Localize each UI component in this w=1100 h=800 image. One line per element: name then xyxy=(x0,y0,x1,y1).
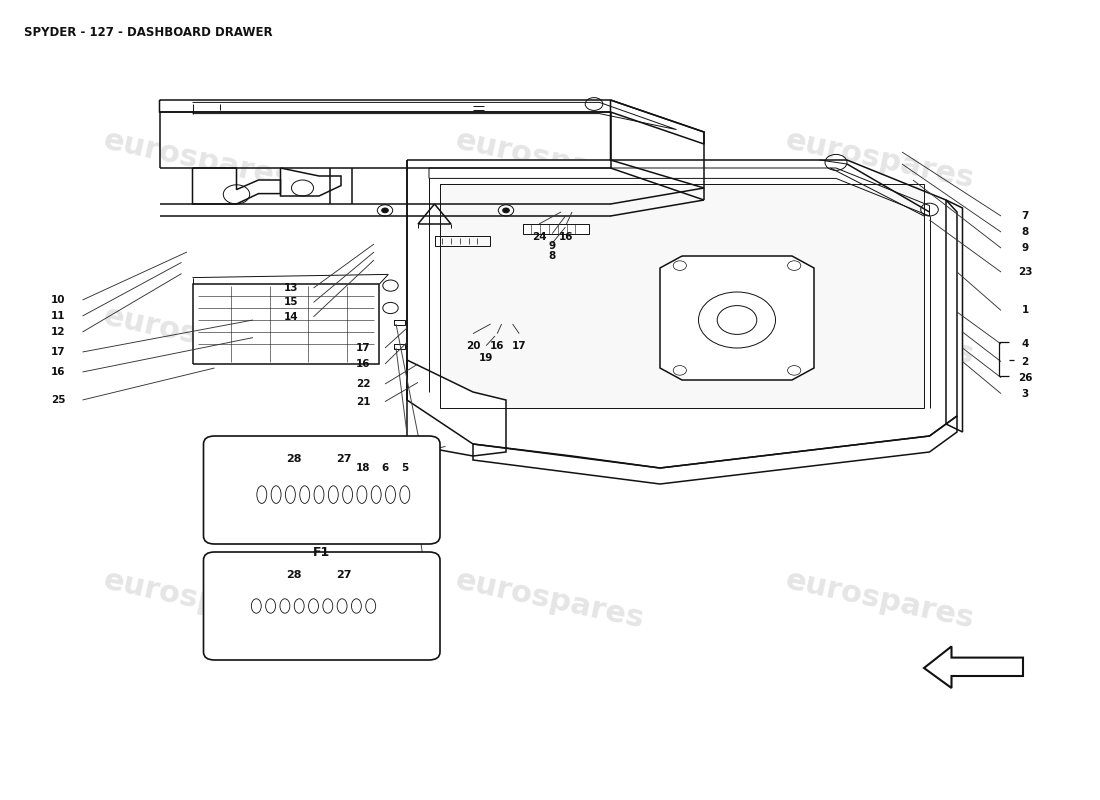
Text: 22: 22 xyxy=(355,379,371,389)
Text: 1: 1 xyxy=(1022,306,1028,315)
Text: 28: 28 xyxy=(286,454,301,464)
Text: 10: 10 xyxy=(51,295,66,305)
FancyBboxPatch shape xyxy=(204,436,440,544)
Text: 17: 17 xyxy=(512,341,527,350)
Text: eurospares: eurospares xyxy=(453,302,647,370)
Text: 16: 16 xyxy=(490,341,505,350)
Text: 27: 27 xyxy=(337,570,352,579)
Ellipse shape xyxy=(338,598,348,613)
Text: eurospares: eurospares xyxy=(783,126,977,194)
Polygon shape xyxy=(473,416,957,484)
Ellipse shape xyxy=(372,486,382,503)
Text: 8: 8 xyxy=(1022,227,1028,237)
Polygon shape xyxy=(160,100,704,144)
Ellipse shape xyxy=(309,598,319,613)
Text: 25: 25 xyxy=(51,395,66,405)
Text: 13: 13 xyxy=(284,283,299,293)
Polygon shape xyxy=(434,236,490,246)
Ellipse shape xyxy=(286,486,295,503)
Text: 7: 7 xyxy=(1022,211,1028,221)
Text: 16: 16 xyxy=(355,359,371,369)
Polygon shape xyxy=(234,470,258,518)
Polygon shape xyxy=(924,646,1023,688)
Text: eurospares: eurospares xyxy=(453,126,647,194)
Text: 11: 11 xyxy=(51,311,66,321)
Text: 12: 12 xyxy=(51,327,66,337)
Text: 6: 6 xyxy=(382,463,388,473)
Text: 27: 27 xyxy=(337,454,352,464)
Text: 9: 9 xyxy=(549,242,556,251)
Ellipse shape xyxy=(315,486,324,503)
Text: F1: F1 xyxy=(312,546,330,558)
Ellipse shape xyxy=(366,598,376,613)
Text: 4: 4 xyxy=(1022,339,1028,349)
Ellipse shape xyxy=(323,598,333,613)
Text: 15: 15 xyxy=(284,298,299,307)
Ellipse shape xyxy=(272,486,282,503)
Text: SPYDER - 127 - DASHBOARD DRAWER: SPYDER - 127 - DASHBOARD DRAWER xyxy=(24,26,273,38)
Text: eurospares: eurospares xyxy=(101,566,295,634)
Text: 18: 18 xyxy=(355,463,371,473)
Text: 8: 8 xyxy=(549,251,556,261)
Text: 17: 17 xyxy=(355,343,371,353)
FancyBboxPatch shape xyxy=(204,552,440,660)
Ellipse shape xyxy=(299,486,310,503)
Text: eurospares: eurospares xyxy=(101,126,295,194)
Polygon shape xyxy=(946,200,962,432)
Text: 9: 9 xyxy=(1022,243,1028,253)
Polygon shape xyxy=(407,360,506,456)
Text: 26: 26 xyxy=(1018,373,1033,382)
Ellipse shape xyxy=(329,486,339,503)
Polygon shape xyxy=(192,168,280,204)
Text: 28: 28 xyxy=(286,570,301,579)
Circle shape xyxy=(382,208,388,213)
Ellipse shape xyxy=(266,598,275,613)
Text: eurospares: eurospares xyxy=(783,566,977,634)
Polygon shape xyxy=(610,100,704,188)
Ellipse shape xyxy=(386,486,396,503)
Text: 21: 21 xyxy=(355,397,371,406)
Polygon shape xyxy=(280,168,341,196)
Ellipse shape xyxy=(251,598,262,613)
Text: 14: 14 xyxy=(284,312,299,322)
Text: eurospares: eurospares xyxy=(101,302,295,370)
Text: 5: 5 xyxy=(402,463,408,473)
Text: eurospares: eurospares xyxy=(783,302,977,370)
Text: 16: 16 xyxy=(559,232,574,242)
Ellipse shape xyxy=(352,598,362,613)
Polygon shape xyxy=(660,256,814,380)
Text: 16: 16 xyxy=(51,367,66,377)
Polygon shape xyxy=(522,224,588,234)
Text: 20: 20 xyxy=(465,341,481,350)
Text: eurospares: eurospares xyxy=(453,566,647,634)
Ellipse shape xyxy=(343,486,353,503)
Polygon shape xyxy=(407,160,957,468)
Text: 17: 17 xyxy=(51,347,66,357)
Ellipse shape xyxy=(295,598,304,613)
Polygon shape xyxy=(234,589,252,624)
Text: 3: 3 xyxy=(1022,389,1028,398)
Text: 2: 2 xyxy=(1022,357,1028,366)
Text: 24: 24 xyxy=(531,232,547,242)
Polygon shape xyxy=(192,284,380,364)
Ellipse shape xyxy=(280,598,290,613)
Ellipse shape xyxy=(400,486,410,503)
Ellipse shape xyxy=(358,486,367,503)
Polygon shape xyxy=(440,184,924,408)
Circle shape xyxy=(503,208,509,213)
Text: 19: 19 xyxy=(478,353,494,362)
Text: 23: 23 xyxy=(1018,267,1033,277)
Ellipse shape xyxy=(257,486,266,503)
